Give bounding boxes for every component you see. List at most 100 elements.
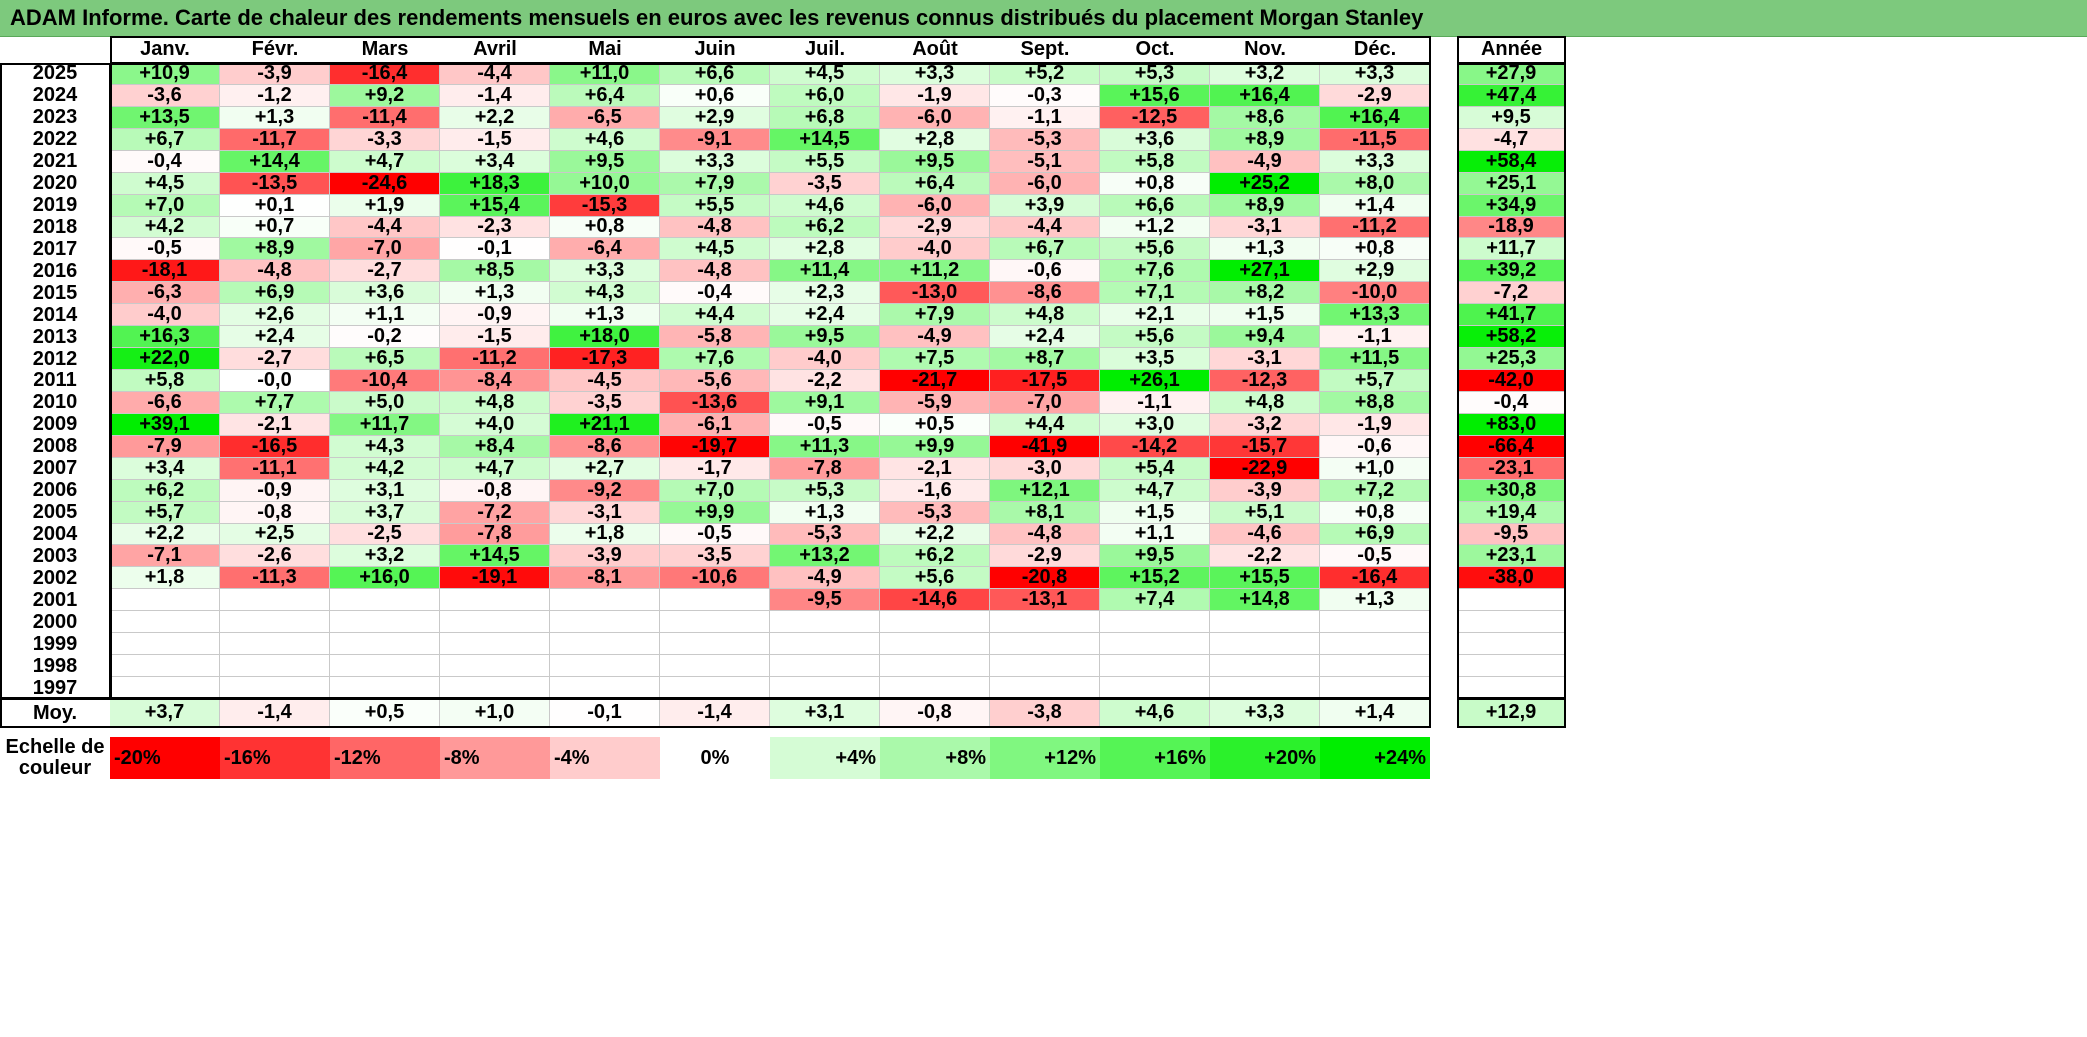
heatmap-cell: -3,9: [220, 62, 330, 85]
scale-swatch: +4%: [770, 737, 880, 779]
heatmap-cell: -4,8: [990, 522, 1100, 546]
heatmap-cell: +6,4: [880, 172, 990, 195]
heatmap-cell: +2,5: [220, 522, 330, 546]
heatmap-cell: -0,9: [440, 303, 550, 327]
heatmap-cell: +1,3: [440, 281, 550, 305]
average-cell: -0,1: [550, 699, 660, 727]
heatmap-cell: +3,5: [1100, 347, 1210, 370]
average-cell: +3,7: [110, 699, 220, 727]
heatmap-cell: +5,8: [1100, 150, 1210, 173]
heatmap-cell: +6,9: [1320, 522, 1430, 546]
scale-swatch: +8%: [880, 737, 990, 779]
heatmap-cell: -0,1: [440, 237, 550, 261]
heatmap-cell: -16,5: [220, 435, 330, 458]
heatmap-cell: +8,0: [1320, 172, 1430, 195]
heatmap-cell: -4,0: [110, 303, 220, 327]
heatmap-cell: +3,3: [660, 150, 770, 173]
heatmap-cell: +14,8: [1210, 588, 1320, 612]
annual-cell: +27,9: [1457, 62, 1566, 85]
heatmap-cell: +1,3: [770, 501, 880, 524]
heatmap-cell: +15,5: [1210, 566, 1320, 590]
heatmap-cell: [330, 611, 440, 634]
heatmap-cell: [880, 677, 990, 699]
heatmap-cell: +8,9: [1210, 194, 1320, 217]
heatmap-cell: -20,8: [990, 566, 1100, 590]
heatmap-cell: +5,6: [880, 566, 990, 590]
heatmap-cell: -5,6: [660, 369, 770, 392]
heatmap-cell: +3,0: [1100, 413, 1210, 436]
heatmap-cell: -11,1: [220, 457, 330, 480]
heatmap-cell: [1320, 611, 1430, 634]
heatmap-cell: -13,1: [990, 588, 1100, 612]
heatmap-cell: [440, 655, 550, 678]
heatmap-cell: +6,2: [110, 479, 220, 502]
title-bar: ADAM Informe. Carte de chaleur des rende…: [0, 0, 2087, 37]
heatmap-cell: +6,7: [990, 237, 1100, 261]
heatmap-cell: [550, 633, 660, 656]
heatmap-cell: -9,5: [770, 588, 880, 612]
heatmap-cell: +6,9: [220, 281, 330, 305]
column-header: Août: [912, 38, 958, 60]
heatmap-cell: +1,5: [1210, 303, 1320, 327]
heatmap-cell: -6,1: [660, 413, 770, 436]
heatmap-cell: -19,1: [440, 566, 550, 590]
heatmap-cell: +6,8: [770, 106, 880, 129]
heatmap-cell: -1,4: [440, 84, 550, 107]
heatmap-cell: [220, 589, 330, 612]
heatmap-cell: +2,2: [880, 522, 990, 546]
year-label: 2017: [32, 237, 78, 260]
annual-cell: +23,1: [1457, 544, 1566, 568]
heatmap-cell: -1,1: [1320, 325, 1430, 349]
scale-swatch: +12%: [990, 737, 1100, 779]
heatmap-cell: +6,6: [660, 62, 770, 85]
heatmap-cell: -0,0: [220, 369, 330, 392]
heatmap-cell: -22,9: [1210, 457, 1320, 480]
heatmap-cell: +8,2: [1210, 281, 1320, 305]
heatmap-cell: +6,0: [770, 84, 880, 107]
heatmap-cell: +3,7: [330, 501, 440, 524]
heatmap-cell: +0,8: [1100, 172, 1210, 195]
heatmap-cell: [1100, 655, 1210, 678]
heatmap-cell: -0,3: [990, 84, 1100, 107]
heatmap-cell: +14,5: [770, 128, 880, 151]
annual-cell: [1457, 611, 1566, 634]
heatmap-cell: +5,7: [1320, 369, 1430, 392]
heatmap-cell: -2,6: [220, 544, 330, 568]
heatmap-cell: [770, 655, 880, 678]
heatmap-cell: +8,4: [440, 435, 550, 458]
heatmap-cell: [550, 655, 660, 678]
heatmap-cell: +6,5: [330, 347, 440, 370]
heatmap-cell: -4,8: [220, 259, 330, 283]
heatmap-cell: +16,4: [1210, 84, 1320, 107]
heatmap-cell: -6,0: [880, 194, 990, 217]
heatmap-cell: +3,3: [1320, 62, 1430, 85]
heatmap-cell: -12,3: [1210, 369, 1320, 392]
heatmap-cell: -0,5: [770, 413, 880, 436]
heatmap-cell: +13,5: [110, 106, 220, 129]
annual-cell: +25,1: [1457, 172, 1566, 195]
heatmap-cell: [1320, 655, 1430, 678]
heatmap-cell: +21,1: [550, 413, 660, 436]
heatmap-cell: +4,5: [110, 172, 220, 195]
heatmap-cell: +7,0: [110, 194, 220, 217]
heatmap-cell: +27,1: [1210, 259, 1320, 283]
year-label: 2020: [32, 172, 78, 195]
heatmap-cell: -7,0: [330, 237, 440, 261]
heatmap-cell: +11,0: [550, 62, 660, 85]
heatmap-cell: +5,7: [110, 501, 220, 524]
average-cell: +3,1: [770, 699, 880, 727]
heatmap-cell: [330, 677, 440, 699]
heatmap-cell: -2,1: [880, 457, 990, 480]
heatmap-cell: -2,9: [880, 215, 990, 239]
heatmap-cell: +0,1: [220, 194, 330, 217]
column-header: Janv.: [140, 38, 190, 60]
heatmap-cell: -11,7: [220, 128, 330, 151]
heatmap-cell: [330, 589, 440, 612]
heatmap-cell: +2,9: [660, 106, 770, 129]
heatmap-cell: [330, 655, 440, 678]
heatmap-cell: +9,5: [1100, 544, 1210, 568]
heatmap-cell: -16,4: [330, 62, 440, 85]
column-header: Avril: [473, 38, 517, 60]
heatmap-cell: +3,3: [550, 259, 660, 283]
year-label: 2013: [32, 325, 78, 348]
